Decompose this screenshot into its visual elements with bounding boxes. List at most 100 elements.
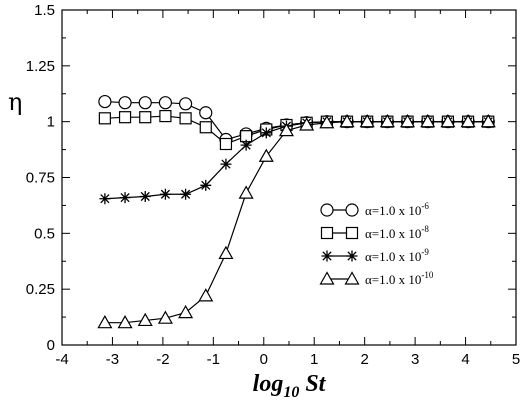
data-point (359, 113, 375, 128)
data-point (159, 109, 172, 123)
data-point (178, 304, 194, 319)
series-line (104, 121, 489, 324)
data-point (460, 113, 476, 128)
x-axis-label-subscript: 10 (283, 384, 299, 401)
plot-frame (61, 9, 517, 346)
legend-entry: α=1.0 x 10-8 (320, 224, 429, 241)
data-point (159, 188, 171, 200)
data-point (200, 179, 212, 191)
data-point (218, 245, 234, 260)
legend-label-base: α=1.0 x 10 (365, 203, 421, 218)
data-point (198, 288, 214, 302)
series-line (104, 121, 489, 200)
data-point (139, 111, 152, 124)
x-tick-label: -1 (207, 351, 220, 368)
data-point (158, 96, 173, 110)
data-point (118, 111, 132, 124)
x-tick-label: 5 (512, 351, 520, 368)
legend-label-exponent: -8 (421, 224, 429, 234)
plot-area (61, 9, 517, 346)
data-point (119, 192, 131, 204)
data-point (118, 96, 132, 110)
legend-label-base: α=1.0 x 10 (365, 226, 421, 241)
legend-marker (320, 226, 334, 240)
x-tick-label: -4 (55, 351, 68, 368)
y-tick-label: 1.5 (34, 2, 55, 19)
legend-marker (345, 203, 359, 217)
x-tick-label: 4 (461, 351, 469, 368)
y-tick-label: 0.25 (26, 281, 55, 298)
legend-entry: α=1.0 x 10-9 (321, 247, 429, 264)
series-layer (97, 94, 496, 329)
x-tick-label: 1 (310, 351, 318, 368)
asterisk-shape (200, 179, 212, 191)
legend-marker (321, 250, 333, 262)
asterisk-shape (321, 250, 333, 262)
asterisk-shape (240, 139, 252, 151)
x-axis-label-main: log (253, 371, 284, 397)
data-point (199, 121, 212, 134)
legend-entry: α=1.0 x 10-6 (320, 201, 429, 218)
legend-label: α=1.0 x 10-9 (365, 247, 429, 264)
data-point (319, 115, 335, 129)
data-point (260, 127, 272, 139)
legend-marker (344, 271, 360, 285)
data-point (98, 94, 112, 109)
legend-label: α=1.0 x 10-6 (365, 201, 429, 218)
data-point (219, 137, 233, 151)
y-tick-label: 0 (47, 337, 55, 354)
data-point (97, 314, 113, 329)
data-point (240, 139, 252, 151)
data-point (179, 112, 192, 125)
legend-marker (346, 250, 358, 262)
data-point (420, 113, 436, 128)
x-tick-label: 3 (411, 351, 419, 368)
data-point (238, 185, 254, 199)
legend-label-exponent: -9 (421, 247, 429, 257)
y-axis-label: η (8, 88, 22, 116)
legend-marker (345, 226, 359, 240)
data-point (137, 312, 153, 327)
series-asterisk (99, 116, 494, 205)
data-point (98, 112, 111, 125)
x-axis-label-rest: St (299, 371, 326, 397)
data-point (199, 106, 213, 120)
data-point (339, 113, 355, 128)
legend-entry: α=1.0 x 10-10 (319, 270, 434, 287)
y-tick-label: 1 (47, 114, 55, 131)
legend-marker (319, 271, 335, 285)
asterisk-shape (346, 250, 358, 262)
data-point (400, 113, 416, 128)
asterisk-shape (139, 190, 151, 202)
y-tick-label: 0.5 (34, 225, 55, 242)
x-tick-label: -3 (106, 351, 119, 368)
legend-label-base: α=1.0 x 10 (365, 249, 421, 264)
data-point (157, 310, 173, 324)
asterisk-shape (260, 127, 272, 139)
data-point (138, 96, 152, 110)
legend-marker (320, 203, 334, 217)
data-point (480, 113, 496, 128)
series-circle (98, 94, 495, 147)
data-point (220, 158, 232, 170)
data-point (440, 113, 456, 128)
asterisk-shape (220, 158, 232, 170)
x-tick-label: 0 (260, 351, 268, 368)
x-axis-label: log10 St (253, 371, 327, 401)
data-point (379, 113, 395, 128)
x-tick-label: 2 (360, 351, 368, 368)
data-point (258, 148, 274, 162)
legend-label-exponent: -6 (421, 201, 429, 211)
y-tick-label: 1.25 (26, 58, 55, 75)
data-point (278, 122, 295, 137)
legend-label: α=1.0 x 10-10 (365, 270, 434, 287)
data-point (139, 190, 151, 202)
legend: α=1.0 x 10-6α=1.0 x 10-8α=1.0 x 10-9α=1.… (319, 201, 434, 287)
data-point (180, 188, 192, 200)
asterisk-shape (159, 188, 171, 200)
legend-label-base: α=1.0 x 10 (365, 272, 421, 287)
asterisk-shape (119, 192, 131, 204)
series-square (98, 109, 495, 151)
